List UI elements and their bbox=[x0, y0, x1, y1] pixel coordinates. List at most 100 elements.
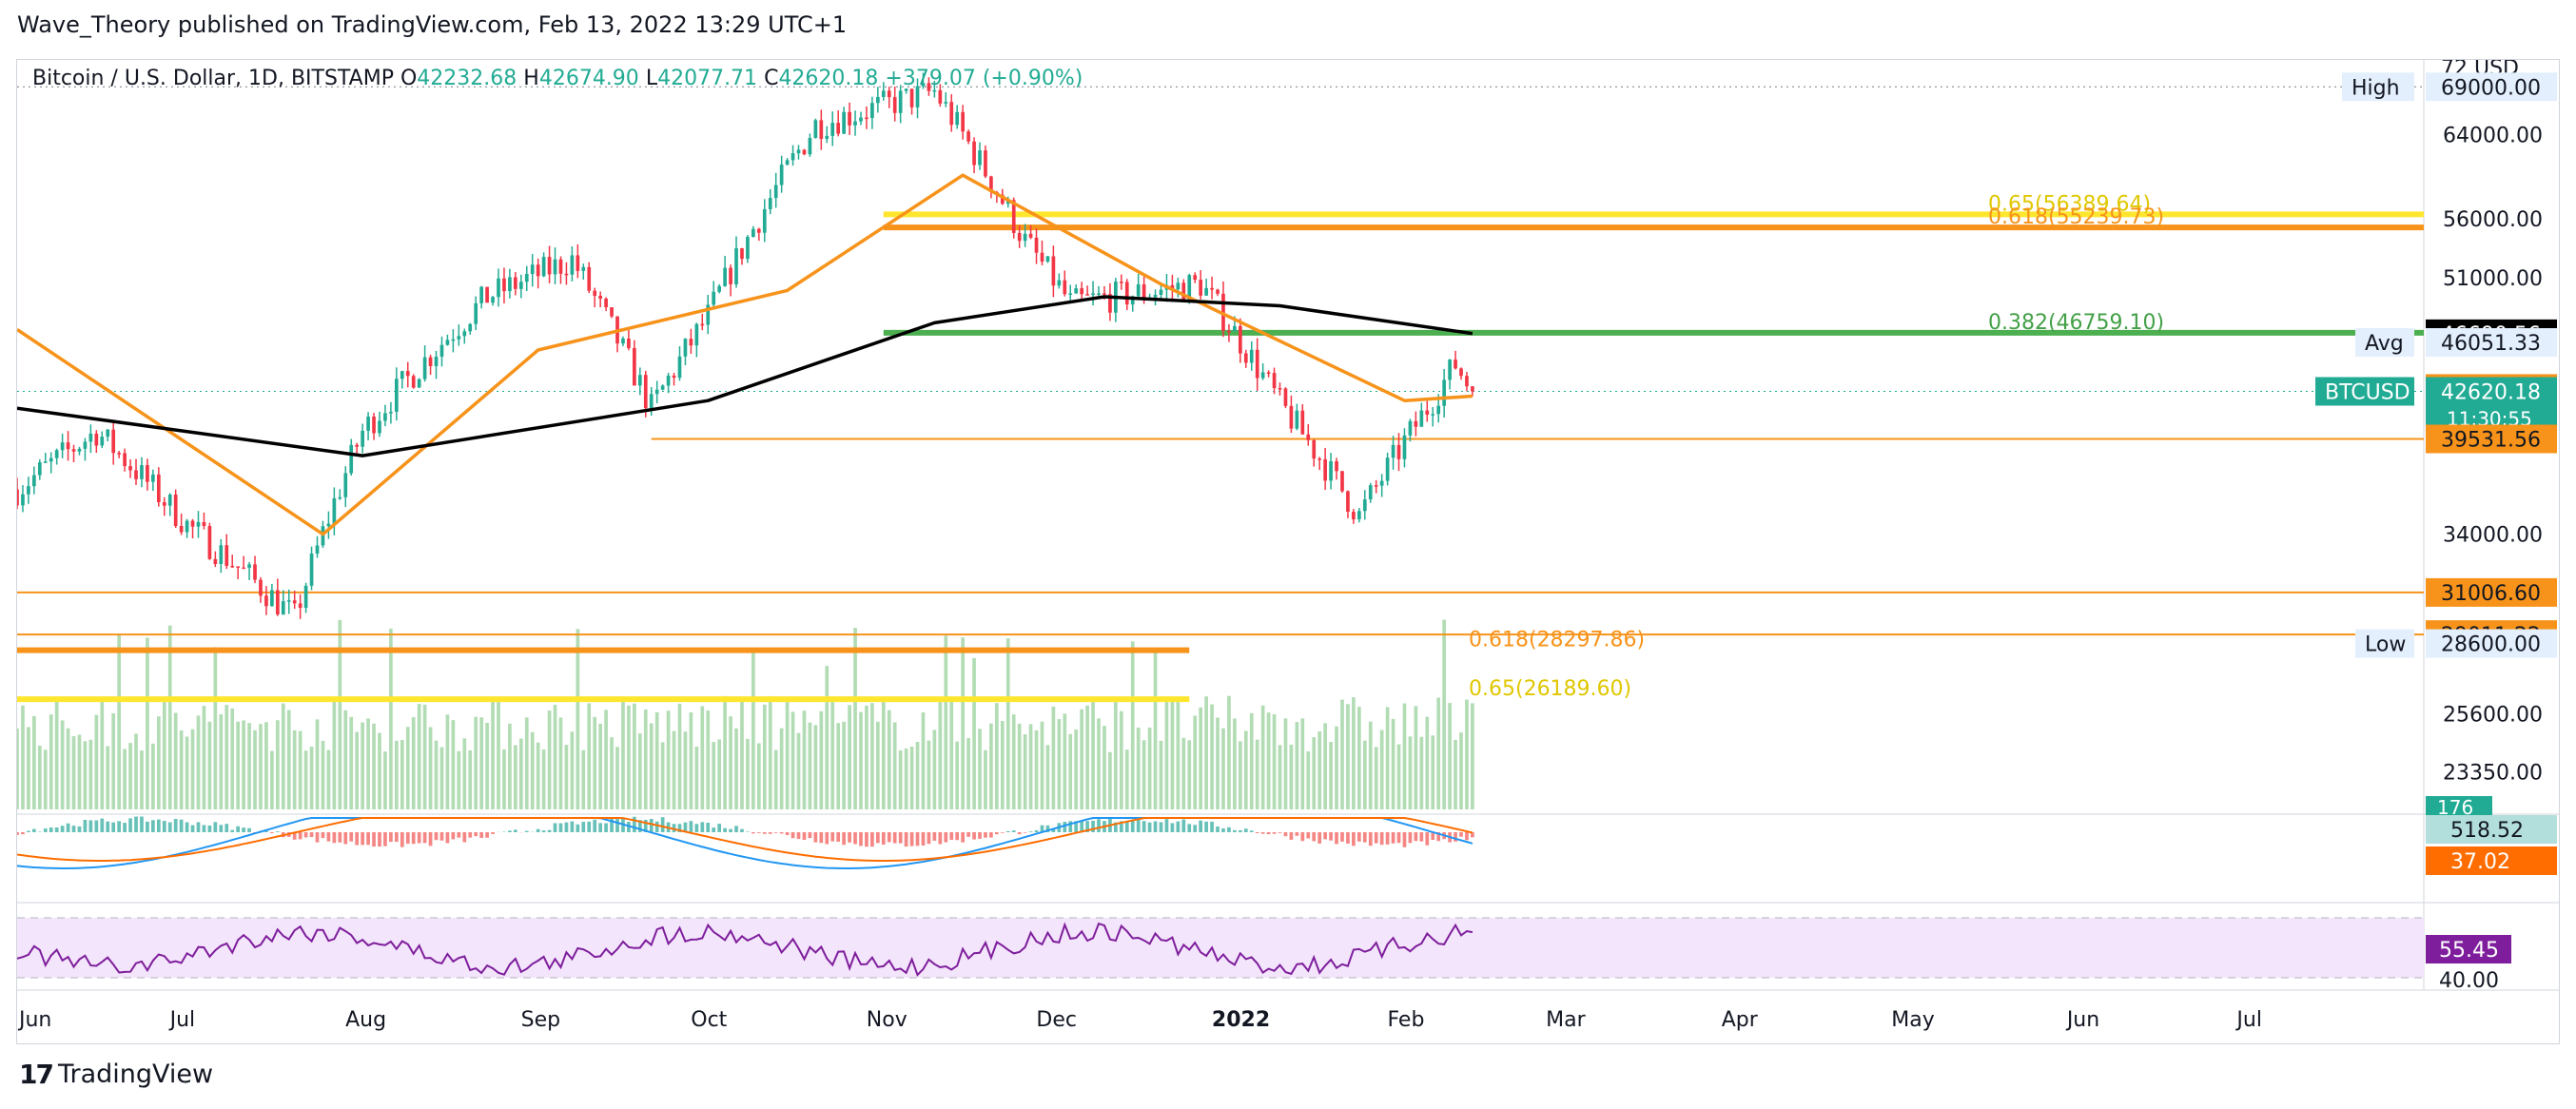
volume-bar bbox=[71, 735, 76, 809]
volume-bar bbox=[405, 727, 410, 809]
macd-bar bbox=[1130, 820, 1135, 832]
macd-bar bbox=[207, 825, 212, 832]
macd-bar bbox=[146, 821, 149, 832]
candle-body bbox=[1317, 458, 1322, 460]
candle-body bbox=[428, 357, 433, 366]
candle-body bbox=[1436, 405, 1441, 415]
macd-bar bbox=[479, 832, 483, 838]
macd-bar bbox=[1374, 832, 1378, 844]
candle-body bbox=[1193, 275, 1198, 281]
candle-body bbox=[1045, 256, 1050, 263]
volume-bar bbox=[1091, 700, 1095, 809]
macd-bar bbox=[1408, 832, 1413, 844]
macd-bar bbox=[1114, 822, 1118, 832]
macd-bar bbox=[1136, 819, 1141, 832]
macd-bar bbox=[790, 832, 795, 839]
price-label-box bbox=[2426, 72, 2557, 102]
price-chart[interactable]: 0.65(56389.64)0.618(55239.73) 0.382(46759… bbox=[17, 60, 2559, 1043]
macd-histogram bbox=[17, 816, 1474, 847]
volume-bar bbox=[633, 703, 636, 809]
candle-body bbox=[173, 494, 178, 527]
volume-bar bbox=[865, 705, 868, 809]
volume-bar bbox=[474, 716, 478, 809]
volume-bar bbox=[1255, 739, 1259, 809]
volume-bar bbox=[927, 740, 931, 809]
candle-body bbox=[128, 466, 132, 471]
volume-bar bbox=[196, 715, 201, 809]
macd-bar bbox=[921, 832, 926, 846]
volume-bar bbox=[242, 720, 245, 809]
price-tick-label: 51000.00 bbox=[2443, 267, 2543, 291]
candle-body bbox=[1335, 460, 1338, 472]
volume-bar bbox=[853, 628, 857, 809]
macd-bar bbox=[1005, 830, 1010, 832]
candle-body bbox=[1108, 294, 1112, 313]
volume-bar bbox=[547, 710, 552, 809]
macd-bar bbox=[825, 832, 829, 845]
macd-bar bbox=[955, 832, 960, 841]
legend-low: 42077.71 bbox=[657, 67, 758, 90]
candle-body bbox=[756, 228, 761, 233]
legend-high: 42674.90 bbox=[538, 67, 639, 90]
volume-bar bbox=[984, 749, 987, 809]
candle-body bbox=[524, 274, 529, 282]
macd-bar bbox=[830, 832, 835, 842]
volume-bar bbox=[966, 737, 970, 809]
price-side-label: Low bbox=[2365, 633, 2406, 657]
candle-body bbox=[1068, 293, 1073, 295]
ohlc-legend: Bitcoin / U.S. Dollar, 1D, BITSTAMP O422… bbox=[32, 67, 1083, 90]
candle-body bbox=[1040, 252, 1044, 263]
volume-bar bbox=[581, 749, 586, 809]
volume-bar bbox=[1034, 730, 1039, 809]
candle-body bbox=[989, 176, 993, 193]
macd-bar bbox=[756, 832, 761, 833]
macd-bar bbox=[372, 832, 376, 847]
macd-bar bbox=[111, 822, 116, 832]
macd-bar bbox=[1295, 832, 1299, 836]
macd-bar bbox=[326, 832, 331, 842]
macd-bar bbox=[270, 832, 274, 834]
volume-bar bbox=[83, 741, 88, 809]
volume-bar bbox=[1419, 736, 1424, 809]
candle-body bbox=[932, 89, 937, 92]
macd-bar bbox=[995, 832, 999, 835]
candle-body bbox=[808, 138, 812, 155]
volume-bar bbox=[779, 728, 784, 809]
tradingview-logo[interactable]: 17 TradingView bbox=[19, 1059, 213, 1090]
candle-body bbox=[315, 545, 320, 554]
volume-bar bbox=[1193, 715, 1198, 809]
candle-body bbox=[37, 462, 42, 476]
chart-frame[interactable]: 0.65(56389.64) 0.618(55239.73) 0.382(46759… bbox=[16, 59, 2560, 1044]
candle-body bbox=[1210, 287, 1214, 290]
volume-bar bbox=[808, 722, 812, 809]
volume-bar bbox=[253, 730, 257, 809]
macd-bar bbox=[689, 821, 693, 832]
candle-body bbox=[819, 120, 824, 140]
volume-bar bbox=[462, 738, 467, 809]
candle-body bbox=[853, 121, 857, 126]
macd-bar bbox=[898, 832, 903, 844]
volume-bar bbox=[1103, 726, 1106, 809]
legend-low-label: L bbox=[645, 67, 658, 90]
macd-bar bbox=[1023, 832, 1027, 833]
price-side-box bbox=[2355, 328, 2414, 358]
macd-bar bbox=[411, 832, 416, 845]
candle-body bbox=[338, 496, 342, 499]
candle-body bbox=[332, 497, 337, 524]
volume-bar bbox=[514, 745, 517, 809]
volume-bar bbox=[1408, 736, 1413, 809]
volume-bar bbox=[536, 742, 540, 809]
candle-body bbox=[887, 90, 891, 98]
candle-body bbox=[790, 153, 795, 161]
volume-bar bbox=[892, 722, 897, 809]
candle-body bbox=[83, 441, 88, 449]
price-label-text: 31006.60 bbox=[2441, 582, 2541, 606]
volume-bar bbox=[1317, 730, 1322, 809]
candle-body bbox=[1216, 289, 1220, 294]
candle-body bbox=[746, 236, 750, 260]
price-side-label: High bbox=[2352, 76, 2400, 100]
volume-bar bbox=[541, 749, 546, 809]
candle-body bbox=[955, 111, 960, 126]
candle-body bbox=[162, 501, 166, 506]
candle-body bbox=[1153, 294, 1158, 298]
